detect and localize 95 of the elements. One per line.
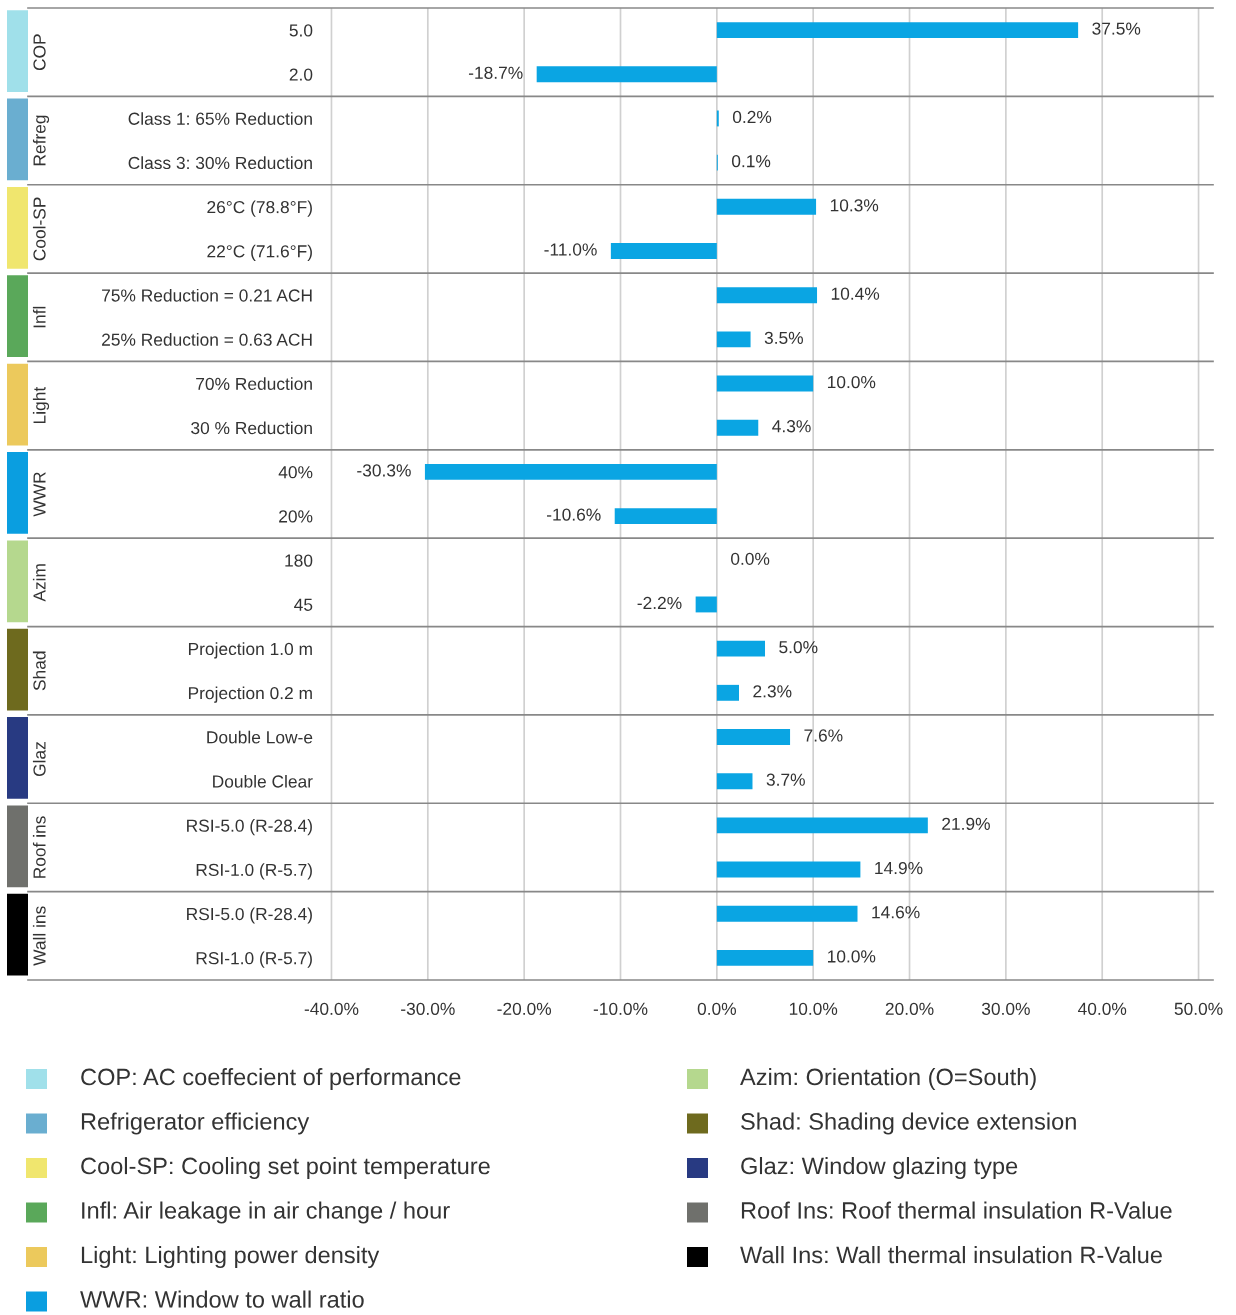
text: Glaz: Window glazing type [741, 1156, 1018, 1180]
annotation: Shad [32, 651, 46, 691]
bar [716, 331, 751, 348]
annotation: Azim [32, 564, 46, 602]
annotation: Glaz [32, 742, 46, 777]
y-tick-label: RSI-5.0 (R-28.4) [187, 819, 312, 836]
bar [716, 287, 818, 304]
data-label: 0.0% [731, 552, 770, 565]
x-tick-label: -20.0% [497, 1002, 552, 1015]
text: Infl: Air leakage in air change / hour [82, 1201, 450, 1224]
y-tick-label: 20% [279, 510, 313, 523]
bar [716, 773, 753, 790]
data-label: 2.3% [753, 685, 792, 698]
x-tick-label: -40.0% [304, 1002, 359, 1015]
y-tick-label: 2.0 [289, 68, 313, 81]
annotation: Infl [32, 306, 46, 328]
annotation: COP [33, 34, 46, 71]
y-tick-label: RSI-1.0 (R-5.7) [196, 863, 312, 880]
data-label: 37.5% [1092, 22, 1141, 35]
y-tick-label: Class 3: 30% Reduction [128, 156, 312, 170]
text: WWR: Window to wall ratio [80, 1290, 364, 1308]
data-label: -11.0% [544, 243, 597, 256]
y-tick-label: RSI-5.0 (R-28.4) [187, 907, 312, 924]
text: COP: AC coeffecient of performance [81, 1067, 461, 1091]
x-tick-label: 0.0% [697, 1002, 737, 1015]
bar [716, 419, 759, 436]
y-tick-label: 22°C (71.6°F) [207, 244, 312, 261]
annotation: WWR [33, 472, 46, 517]
bar [716, 22, 1079, 39]
y-tick-label: Double Low-e [207, 730, 313, 744]
data-label: 3.7% [766, 773, 805, 786]
data-label: 5.0% [779, 641, 818, 654]
bar [536, 66, 717, 83]
data-label: 4.3% [772, 420, 811, 433]
annotation: Wall ins [32, 906, 46, 966]
x-tick-label: 50.0% [1174, 1002, 1223, 1015]
data-label: -10.6% [547, 508, 601, 521]
data-label: 7.6% [804, 729, 843, 742]
text: Azim: Orientation (O=South) [740, 1067, 1036, 1090]
annotation: Roof ins [32, 816, 46, 878]
bar [716, 684, 739, 701]
x-tick-label: 40.0% [1077, 1002, 1127, 1015]
bar [716, 375, 814, 392]
bar [424, 463, 717, 480]
data-label: 14.6% [872, 906, 920, 919]
y-tick-label: RSI-1.0 (R-5.7) [196, 951, 312, 968]
data-label: 3.5% [764, 331, 803, 345]
bar [695, 596, 717, 613]
bar [716, 861, 861, 878]
y-tick-label: 30 % Reduction [191, 421, 312, 435]
text: Shad: Shading device extension [741, 1112, 1076, 1135]
bar [716, 198, 817, 215]
bar [716, 905, 858, 922]
y-tick-label: 26°C (78.8°F) [207, 200, 312, 217]
text: Light: Lighting power density [81, 1245, 380, 1269]
y-tick-label: Projection 0.2 m [188, 686, 312, 703]
x-tick-label: 20.0% [885, 1002, 934, 1015]
annotation: Refreg [32, 115, 50, 166]
data-label: 10.3% [830, 199, 879, 212]
y-tick-label: 45 [294, 598, 313, 611]
data-label: 21.9% [942, 817, 990, 831]
y-tick-label: 25% Reduction = 0.63 ACH [102, 333, 312, 346]
data-label: 14.9% [875, 861, 923, 875]
data-label: 10.0% [827, 950, 876, 963]
text: Roof Ins: Roof thermal insulation R-Value [741, 1201, 1172, 1219]
y-tick-label: 75% Reduction = 0.21 ACH [102, 288, 312, 302]
data-label: 0.2% [732, 110, 772, 124]
data-label: 10.4% [831, 287, 880, 300]
data-label: -2.2% [637, 596, 682, 610]
text: Cool-SP: Cooling set point temperature [81, 1156, 490, 1180]
x-tick-label: 30.0% [981, 1002, 1030, 1015]
y-tick-label: 180 [285, 554, 313, 567]
text: Wall Ins: Wall thermal insulation R-Value [740, 1245, 1162, 1264]
bar [614, 508, 717, 525]
x-tick-label: -10.0% [593, 1002, 648, 1015]
x-tick-label: -30.0% [401, 1002, 455, 1015]
bar [716, 640, 766, 657]
bar [716, 817, 928, 834]
data-label: 10.0% [827, 375, 876, 389]
bar [716, 949, 814, 966]
y-tick-label: 5.0 [289, 24, 313, 37]
data-label: 0.1% [731, 155, 771, 168]
data-label: -18.7% [468, 66, 523, 79]
text: Refrigerator efficiency [81, 1112, 310, 1135]
x-tick-label: 10.0% [789, 1002, 838, 1015]
y-tick-label: Double Clear [213, 774, 313, 788]
data-label: -30.3% [357, 464, 411, 477]
y-tick-label: 40% [278, 466, 313, 479]
annotation: Light [32, 386, 50, 424]
y-tick-label: 70% Reduction [196, 377, 312, 391]
bar [716, 729, 791, 745]
bar [610, 243, 717, 259]
y-tick-label: Class 1: 65% Reduction [128, 112, 312, 125]
y-tick-label: Projection 1.0 m [188, 642, 312, 659]
annotation: Cool-SP [32, 197, 46, 261]
